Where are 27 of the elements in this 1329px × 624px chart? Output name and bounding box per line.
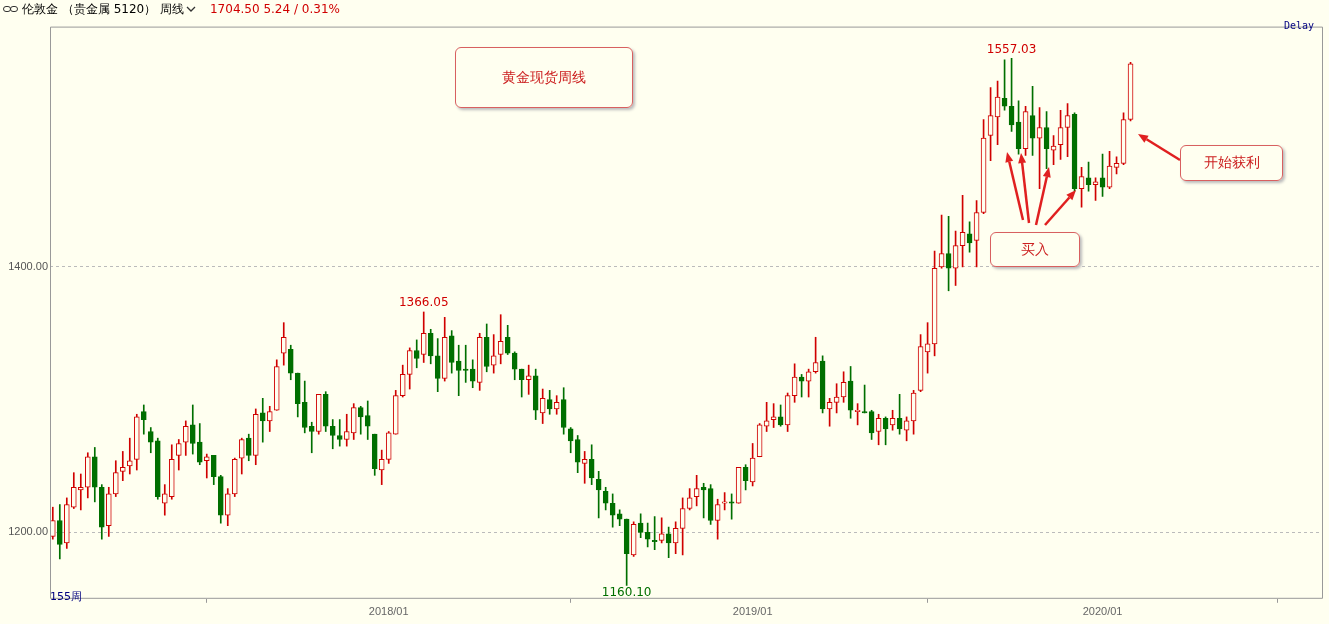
candlestick [336,419,343,447]
candlestick [119,451,126,481]
candlestick [308,421,315,454]
annotation: 1160.10 [601,584,652,599]
annotation: 黄金现货周线 [455,47,633,108]
chart-title: 伦敦金 （贵金属 5120） 周线 [22,1,184,18]
x-tick-label: 2020/01 [1082,605,1123,618]
candlestick [203,453,210,479]
annotation: 1366.05 [398,295,449,310]
candlestick [490,334,497,374]
candlestick [455,344,462,397]
x-tick-label: 2018/01 [368,605,409,618]
x-tick-label: 2019/01 [732,605,773,618]
y-tick-label: 1200.00 [8,525,48,538]
candlestick [259,398,266,443]
candlestick [462,344,469,383]
annotation: 155周 [50,589,82,604]
candlestick [595,471,602,519]
candlestick [126,437,133,475]
candlestick [525,364,532,395]
annotation: 买入 [990,232,1080,267]
text: 开始获利 [1180,145,1283,181]
y-tick-label: 1400.00 [8,259,48,272]
chart-subtitle: 1704.50 5.24 / 0.31% [209,1,340,18]
annotation: 1557.03 [986,41,1037,56]
candlestick [581,451,588,484]
text: Delay [1284,20,1315,31]
